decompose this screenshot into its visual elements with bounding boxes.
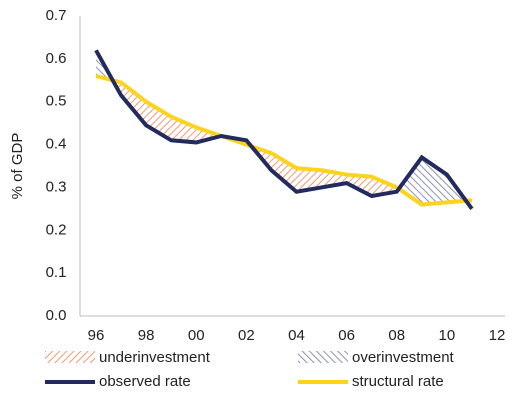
x-tick-label: 08	[388, 327, 405, 344]
y-tick-label: 0.6	[46, 50, 67, 67]
x-tick-label: 02	[238, 327, 255, 344]
x-tick-label: 10	[438, 327, 455, 344]
legend-label: observed rate	[99, 373, 191, 390]
y-tick-label: 0.7	[46, 7, 67, 24]
series-line	[94, 49, 474, 211]
y-tick-label: 0.4	[46, 136, 67, 153]
y-tick-label: 0.1	[46, 264, 67, 281]
x-tick-label: 98	[138, 327, 155, 344]
y-tick-label: 0.3	[46, 178, 67, 195]
legend-swatch	[298, 351, 348, 363]
legend-swatch	[45, 351, 95, 363]
underinvestment-area	[296, 168, 322, 192]
y-tick-label: 0.2	[46, 221, 67, 238]
x-tick-label: 00	[188, 327, 205, 344]
x-tick-label: 04	[288, 327, 305, 344]
underinvestment-area	[271, 153, 297, 192]
x-tick-label: 12	[489, 327, 506, 344]
x-tick-label: 06	[338, 327, 355, 344]
y-tick-label: 0.5	[46, 93, 67, 110]
underinvestment-area	[121, 82, 147, 126]
series-line	[95, 74, 473, 207]
underinvestment-area	[146, 101, 172, 141]
legend-label: underinvestment	[99, 349, 211, 366]
y-axis-label: % of GDP	[9, 133, 26, 200]
legend-label: structural rate	[352, 373, 444, 390]
overinvestment-area	[421, 157, 447, 205]
x-tick-label: 96	[88, 327, 105, 344]
underinvestment-area	[171, 116, 197, 143]
legend-label: overinvestment	[352, 349, 455, 366]
y-tick-label: 0.0	[46, 307, 67, 324]
